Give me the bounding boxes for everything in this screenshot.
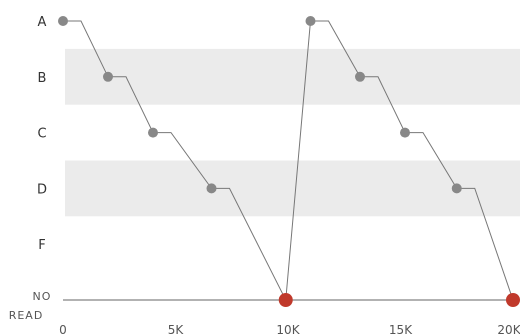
grade-point-a bbox=[58, 16, 68, 26]
grade-point-b bbox=[355, 71, 365, 82]
y-label-b: B bbox=[38, 71, 47, 86]
series-line bbox=[63, 20, 514, 302]
y-label-f: F bbox=[38, 238, 45, 253]
y-label-a: A bbox=[38, 15, 47, 30]
no-read-point bbox=[506, 293, 520, 307]
y-label-c: C bbox=[37, 127, 46, 142]
x-axis-labels: 0 5K 10K 15K 20K bbox=[59, 323, 520, 336]
band-b bbox=[65, 48, 520, 105]
x-tick-label-10k: 10K bbox=[276, 323, 300, 336]
no-read-point bbox=[278, 293, 293, 307]
series-group bbox=[58, 16, 520, 307]
band-d bbox=[65, 160, 520, 217]
x-tick-label-20k: 20K bbox=[497, 323, 520, 336]
grade-point-b bbox=[103, 71, 113, 82]
y-label-no-read-line2: READ bbox=[9, 309, 44, 322]
y-axis-labels: A B C D F NO READ bbox=[9, 15, 52, 322]
shaded-bands bbox=[65, 48, 520, 217]
grade-point-c bbox=[148, 127, 158, 138]
x-tick-label-0: 0 bbox=[59, 323, 67, 336]
grade-point-a bbox=[305, 16, 316, 26]
y-label-d: D bbox=[37, 182, 47, 197]
y-label-no-read-line1: NO bbox=[33, 290, 52, 303]
grade-point-d bbox=[206, 183, 217, 194]
x-tick-label-15k: 15K bbox=[389, 323, 413, 336]
grade-point-c bbox=[400, 127, 410, 138]
grade-point-d bbox=[451, 183, 462, 194]
x-tick-label-5k: 5K bbox=[168, 323, 185, 336]
